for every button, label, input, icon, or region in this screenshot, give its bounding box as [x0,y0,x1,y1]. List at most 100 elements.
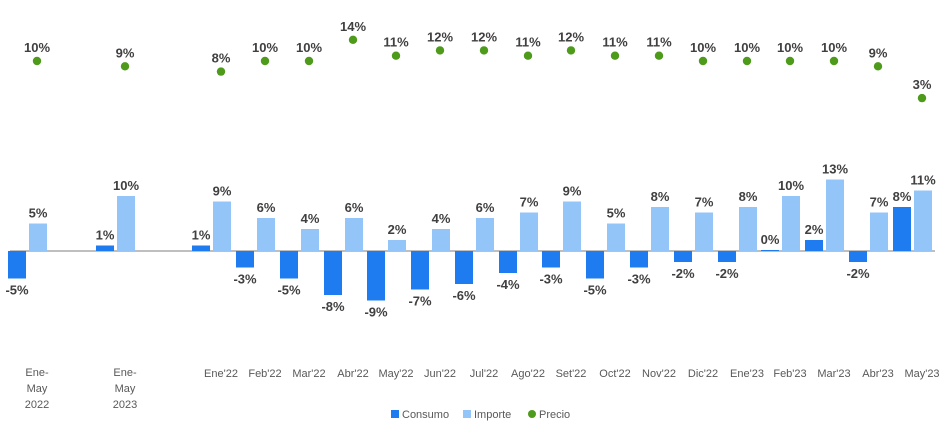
precio-label-ene-22: 8% [212,51,231,66]
precio-label-abr-23: 9% [869,45,888,60]
x-tick-ene-may-2022-line-0: Ene- [25,367,49,379]
x-tick-abr-23: Abr'23 [862,368,893,380]
precio-points [32,35,927,103]
precio-label-may-22: 11% [383,35,409,50]
consumo-bar-feb-23 [761,250,779,251]
precio-label-set-22: 12% [558,29,584,44]
consumo-bar-ene-may-2022 [8,251,26,279]
precio-data-labels: 10% 9% 8% 10% 10% 14% 11% 12% 12% 11% 12% 11% 11% 10%… [24,19,932,92]
importe-bar-oct-22 [607,223,625,251]
importe-label-abr-23: 7% [870,195,889,210]
importe-label-ene-23: 8% [739,189,758,204]
legend: Consumo Importe Precio [391,409,570,421]
precio-point-ene-may-2023 [120,62,130,71]
x-tick-oct-22: Oct'22 [599,368,630,380]
precio-label-ene-may-2022: 10% [24,40,50,55]
importe-bar-ene-22 [213,201,231,251]
importe-label-mar-22: 4% [301,211,320,226]
consumo-bar-may-22 [367,251,385,301]
consumo-label-jun-22: -7% [408,294,432,309]
precio-point-jun-22 [435,46,445,55]
x-tick-set-22: Set'22 [556,368,587,380]
precio-label-mar-23: 10% [821,40,847,55]
importe-label-dic-22: 7% [695,195,714,210]
legend-label-importe: Importe [474,409,511,421]
precio-point-feb-22 [260,56,270,66]
x-tick-feb-22: Feb'22 [248,368,281,380]
importe-label-ene-22: 9% [213,184,232,199]
consumo-label-abr-23: -2% [846,266,870,281]
precio-point-dic-22 [698,56,708,66]
consumo-label-may-23: 8% [893,189,912,204]
x-tick-labels: Ene- May 2022 Ene- May 2023 Ene'22 Feb'22 Mar'22… [25,367,939,411]
importe-bar-set-22 [563,201,581,251]
consumo-label-oct-22: -5% [583,283,607,298]
consumo-bar-may-23 [893,207,911,251]
consumo-bar-ene-may-2023 [96,245,114,251]
importe-label-oct-22: 5% [607,206,626,221]
x-tick-nov-22: Nov'22 [642,368,676,380]
importe-bar-dic-22 [695,212,713,251]
consumo-bar-abr-22 [324,251,342,295]
consumo-label-feb-22: -3% [233,272,257,287]
x-tick-ene-may-2023-line-2: 2023 [113,399,137,411]
legend-swatch-importe [463,410,471,418]
consumo-bar-mar-22 [280,251,298,279]
importe-label-mar-23: 13% [822,162,848,177]
importe-label-may-22: 2% [388,222,407,237]
importe-bar-ene-may-2023 [117,196,135,251]
precio-point-oct-22 [610,51,620,60]
consumo-label-mar-22: -5% [277,283,301,298]
x-tick-ene-may-2022-line-1: May [27,383,48,395]
precio-label-abr-22: 14% [340,19,366,34]
importe-bar-jul-22 [476,218,494,251]
x-tick-ene-may-2023-line-0: Ene- [113,367,137,379]
precio-label-dic-22: 10% [690,40,716,55]
precio-point-ene-22 [216,67,226,76]
consumo-label-dic-22: -2% [671,266,695,281]
bar-marks [8,179,932,301]
importe-label-ago-22: 7% [520,195,539,210]
consumo-bar-oct-22 [586,251,604,279]
importe-bar-jun-22 [432,229,450,251]
importe-label-nov-22: 8% [651,189,670,204]
x-tick-ene-may-2022-line-2: 2022 [25,399,49,411]
importe-label-ene-may-2022: 5% [29,206,48,221]
consumo-bar-ene-22 [192,245,210,251]
consumo-bar-feb-22 [236,251,254,268]
precio-label-oct-22: 11% [602,35,628,50]
consumo-bar-nov-22 [630,251,648,268]
precio-point-ago-22 [523,51,533,60]
precio-point-abr-22 [348,35,358,44]
consumo-bar-set-22 [542,251,560,268]
consumo-label-may-22: -9% [364,305,388,320]
importe-label-feb-22: 6% [257,200,276,215]
bar-data-labels: -5% 5% 1% 10% 1% 9% -3% 6% -5% 4% -8% 6% -9% 2% -7% 4% -… [5,162,936,320]
consumo-label-jul-22: -6% [452,288,476,303]
precio-label-ene-23: 10% [734,40,760,55]
precio-point-mar-22 [304,56,314,66]
importe-bar-nov-22 [651,207,669,251]
precio-point-may-23 [917,93,927,103]
x-tick-ago-22: Ago'22 [511,368,545,380]
consumo-label-mar-23: 2% [805,222,824,237]
consumo-bar-ago-22 [499,251,517,273]
precio-point-nov-22 [654,51,664,60]
importe-bar-ene-23 [739,207,757,251]
precio-point-may-22 [391,51,401,60]
consumo-label-ene-may-2023: 1% [96,228,115,243]
consumo-bar-mar-23 [805,240,823,251]
x-tick-may-23: May'23 [904,368,939,380]
x-tick-jul-22: Jul'22 [470,368,498,380]
precio-point-ene-may-2022 [32,56,42,66]
legend-label-consumo: Consumo [402,409,449,421]
x-tick-dic-22: Dic'22 [688,368,718,380]
precio-point-set-22 [566,46,576,55]
importe-bar-ene-may-2022 [29,223,47,251]
importe-bar-may-23 [914,190,932,251]
precio-label-may-23: 3% [913,77,932,92]
x-tick-jun-22: Jun'22 [424,368,456,380]
consumo-label-feb-23: 0% [761,232,780,247]
precio-label-feb-23: 10% [777,40,803,55]
